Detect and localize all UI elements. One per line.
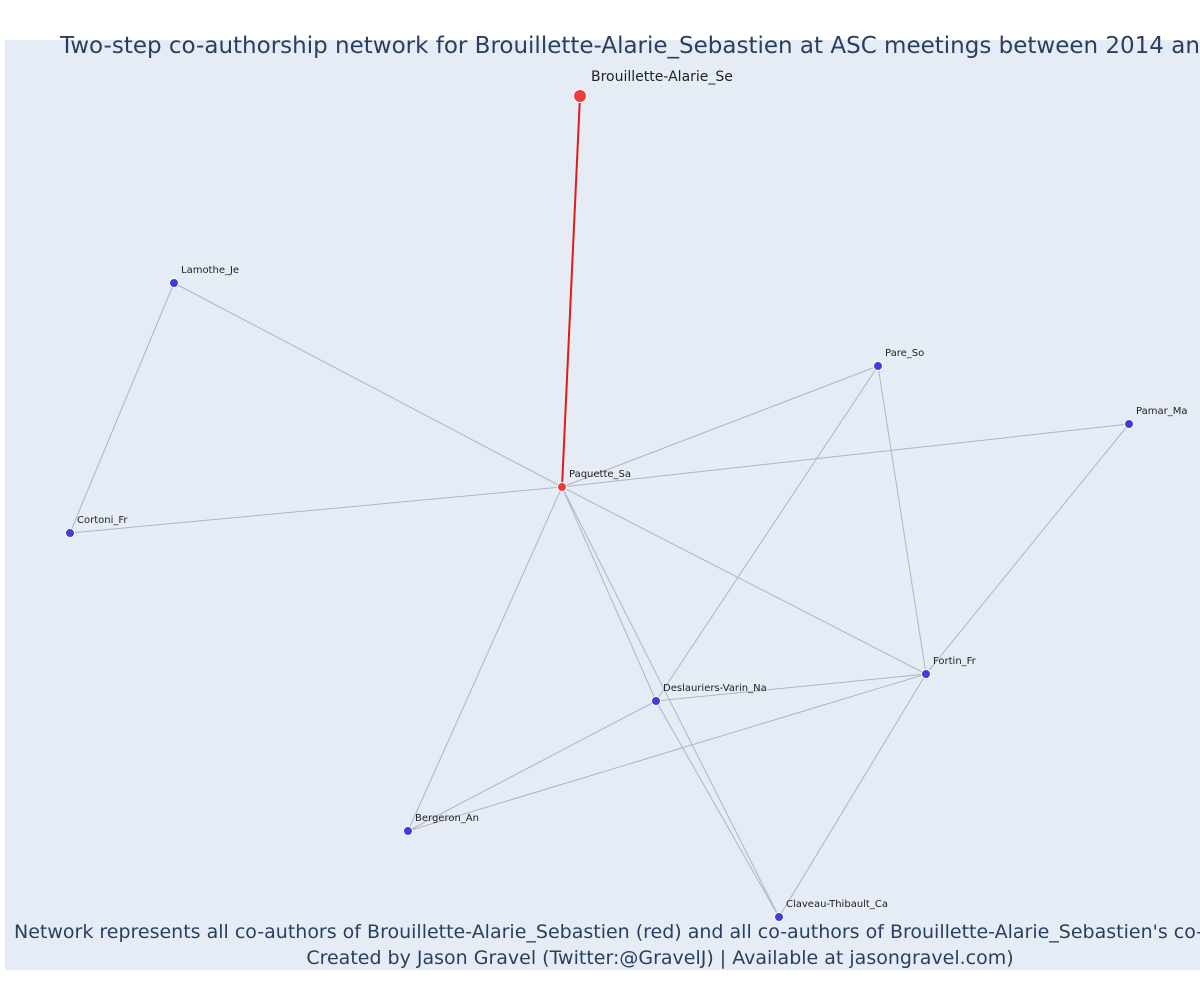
node xyxy=(573,89,587,103)
node xyxy=(557,482,567,492)
edge xyxy=(407,486,563,832)
node-label: Bergeron_An xyxy=(415,813,479,824)
edge xyxy=(655,673,927,702)
edge xyxy=(173,282,563,488)
node-label: Paquette_Sa xyxy=(569,469,631,480)
node xyxy=(774,912,784,922)
plot-background xyxy=(5,40,1200,970)
edge xyxy=(655,700,780,918)
node-label: Fortin_Fr xyxy=(933,656,977,667)
edge xyxy=(925,423,1130,675)
node-label: Claveau-Thibault_Ca xyxy=(786,899,888,910)
nodes: Brouillette-Alarie_Se Paquette_Sa Lamothe_… xyxy=(65,69,1187,922)
title: Two-step co-authorship network for Broui… xyxy=(59,33,1200,59)
edge xyxy=(561,486,780,918)
edge xyxy=(561,423,1130,488)
edge xyxy=(655,365,879,702)
node xyxy=(403,826,413,836)
node xyxy=(873,361,883,371)
edge xyxy=(561,365,879,488)
node-label: Pare_So xyxy=(885,348,924,359)
node-label: Lamothe_Je xyxy=(181,265,239,276)
edge xyxy=(561,486,927,675)
edge xyxy=(407,700,657,832)
edges xyxy=(69,95,1130,918)
node-label: Pamar_Ma xyxy=(1136,406,1187,417)
node-label: Cortoni_Fr xyxy=(77,515,128,526)
edge xyxy=(778,673,927,918)
ego-edge xyxy=(561,95,581,488)
node xyxy=(921,669,931,679)
node xyxy=(651,696,661,706)
node xyxy=(169,278,179,288)
node-label: Brouillette-Alarie_Se xyxy=(591,69,733,85)
edge xyxy=(69,486,563,534)
footer-line: Network represents all co-authors of Bro… xyxy=(14,921,1200,943)
node xyxy=(1124,419,1134,429)
footer-line: Created by Jason Gravel (Twitter:@Gravel… xyxy=(306,947,1013,969)
edge xyxy=(561,486,657,702)
edge xyxy=(407,673,927,832)
edge xyxy=(69,282,175,534)
node xyxy=(65,528,75,538)
node-label: Deslauriers-Varin_Na xyxy=(663,683,767,694)
edge xyxy=(877,365,927,675)
